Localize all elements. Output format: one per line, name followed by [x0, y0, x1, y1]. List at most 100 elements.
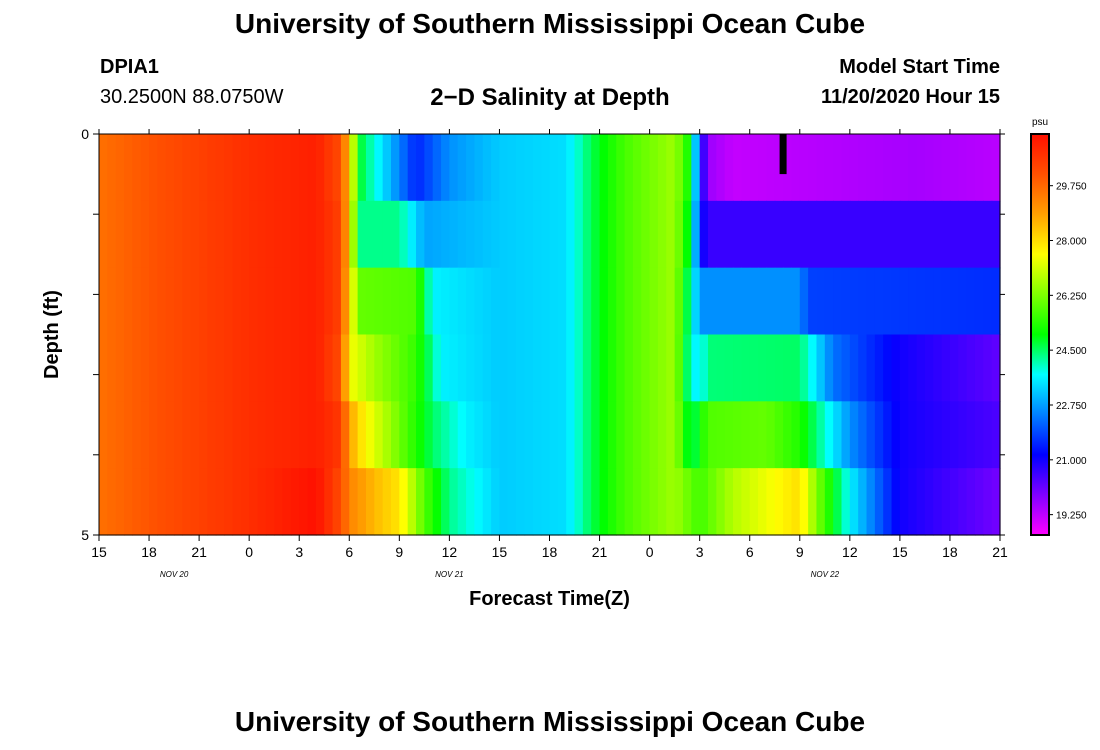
heatmap-cell — [182, 134, 192, 202]
heatmap-cell — [624, 200, 634, 269]
heatmap-cell — [883, 334, 893, 402]
heatmap-cell — [424, 200, 434, 269]
heatmap-cell — [674, 267, 684, 336]
heatmap-cell — [324, 468, 334, 536]
heatmap-cell — [282, 200, 292, 269]
heatmap-cell — [674, 468, 684, 536]
heatmap-cell — [966, 334, 976, 402]
heatmap-cell — [691, 468, 701, 536]
heatmap-cell — [182, 468, 192, 536]
heatmap-cell — [924, 401, 934, 469]
heatmap-cell — [549, 134, 559, 202]
heatmap-cell — [324, 334, 334, 402]
colorbar-tick-label: 29.750 — [1056, 182, 1087, 193]
heatmap-cell — [941, 334, 951, 402]
heatmap-cell — [799, 334, 809, 402]
heatmap-cell — [532, 334, 542, 402]
heatmap-cell — [249, 468, 259, 536]
heatmap-cell — [599, 200, 609, 269]
heatmap-cell — [399, 468, 409, 536]
heatmap-cell — [157, 334, 167, 402]
heatmap-cell — [115, 200, 125, 269]
heatmap-cell — [374, 267, 384, 336]
heatmap-cell — [524, 334, 534, 402]
heatmap-cell — [390, 134, 400, 202]
heatmap-cell — [733, 267, 742, 336]
heatmap-cell — [307, 334, 317, 402]
heatmap-cell — [274, 468, 284, 536]
heatmap-cell — [791, 200, 801, 269]
heatmap-cell — [808, 468, 818, 536]
heatmap-cell — [657, 134, 667, 202]
heatmap-cell — [716, 200, 726, 269]
heatmap-cell — [182, 200, 192, 269]
heatmap-cell — [424, 401, 434, 469]
heatmap-cell — [599, 134, 609, 202]
heatmap-cell — [833, 200, 843, 269]
heatmap-cell — [699, 200, 709, 269]
heatmap-cell — [265, 334, 275, 402]
heatmap-cell — [933, 468, 943, 536]
heatmap-cell — [774, 401, 784, 469]
heatmap-cell — [441, 401, 450, 469]
heatmap-cell — [240, 267, 250, 336]
heatmap-cell — [265, 134, 275, 202]
heatmap-cell — [240, 401, 250, 469]
heatmap-cell — [958, 267, 968, 336]
heatmap-cell — [883, 267, 893, 336]
heatmap-cell — [582, 334, 592, 402]
heatmap-cell — [357, 267, 367, 336]
heatmap-cell — [891, 134, 901, 202]
heatmap-cell — [399, 200, 409, 269]
heatmap-cell — [833, 134, 843, 202]
heatmap-cell — [741, 200, 751, 269]
x-axis: 15 18 21 0 3 6 9 12 15 18 21 0 3 6 9 12 15 18 21 NOV 20 NOV … — [91, 129, 1008, 579]
heatmap-cell — [924, 334, 934, 402]
heatmap-cell — [207, 334, 217, 402]
heatmap-cell — [674, 334, 684, 402]
heatmap-cell — [924, 267, 934, 336]
heatmap-cell — [874, 334, 884, 402]
heatmap-cell — [716, 401, 726, 469]
heatmap-cell — [632, 334, 642, 402]
heatmap-cell — [424, 267, 434, 336]
heatmap-cell — [566, 134, 576, 202]
heatmap-cell — [607, 401, 617, 469]
heatmap-cell — [949, 200, 959, 269]
heatmap-cell — [257, 401, 267, 469]
heatmap-cell — [457, 334, 467, 402]
heatmap-cell — [457, 134, 467, 202]
colorbar-tick-label: 21.000 — [1056, 456, 1087, 467]
heatmap-cell — [991, 134, 1001, 202]
heatmap-cell — [524, 200, 534, 269]
heatmap-cell — [115, 134, 125, 202]
heatmap-cell — [332, 200, 342, 269]
heatmap-cell — [799, 401, 809, 469]
heatmap-cell — [849, 334, 859, 402]
heatmap-cell — [691, 401, 701, 469]
heatmap-cell — [390, 200, 400, 269]
heatmap-cell — [390, 334, 400, 402]
heatmap-cell — [407, 334, 417, 402]
x-tick-label: 18 — [141, 544, 157, 560]
heatmap-cell — [908, 334, 918, 402]
heatmap-cell — [491, 401, 501, 469]
heatmap-cell — [699, 401, 709, 469]
heatmap-cell — [632, 468, 642, 536]
heatmap-cell — [624, 401, 634, 469]
heatmap-cell — [482, 468, 492, 536]
heatmap-cell — [532, 401, 542, 469]
heatmap-cell — [265, 468, 275, 536]
heatmap-cell — [132, 267, 142, 336]
heatmap-cell — [791, 468, 801, 536]
heatmap-cell — [374, 468, 384, 536]
heatmap-cell — [432, 200, 442, 269]
heatmap-cell — [232, 401, 242, 469]
heatmap-cell — [157, 134, 167, 202]
heatmap-cell — [357, 401, 367, 469]
model-start-label: Model Start Time — [839, 56, 1000, 78]
heatmap-cell — [299, 267, 309, 336]
heatmap-cell — [682, 401, 692, 469]
heatmap-cell — [849, 134, 859, 202]
